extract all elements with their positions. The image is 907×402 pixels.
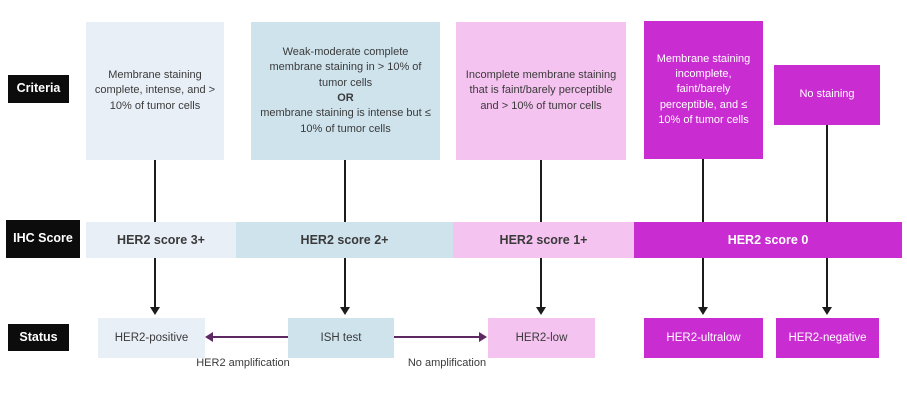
criteria-row-label: Criteria	[8, 75, 69, 103]
ish-right-arrow-head-icon	[479, 332, 487, 342]
criteria-box-score2-text-bottom: membrane staining is intense but ≤ 10% o…	[260, 107, 431, 135]
status-box-her2-low: HER2-low	[488, 318, 595, 358]
ihc-band-score2: HER2 score 2+	[236, 222, 453, 258]
status-row-label: Status	[8, 324, 69, 351]
arrow-head-score1-icon	[536, 307, 546, 315]
edge-label-her2-amplification: HER2 amplification	[196, 357, 290, 369]
arrow-head-ultralow-icon	[698, 307, 708, 315]
criteria-box-score3-text: Membrane staining complete, intense, and…	[94, 68, 216, 112]
ish-left-arrow-head-icon	[205, 332, 213, 342]
criteria-box-ultralow-text: Membrane staining incomplete, faint/bare…	[656, 52, 751, 127]
status-box-her2-positive: HER2-positive	[98, 318, 205, 358]
criteria-box-score1: Incomplete membrane staining that is fai…	[456, 22, 626, 160]
ihc-band-score1: HER2 score 1+	[453, 222, 634, 258]
criteria-box-score3: Membrane staining complete, intense, and…	[86, 22, 224, 160]
ihc-band-score3: HER2 score 3+	[86, 222, 236, 258]
arrow-head-score3-icon	[150, 307, 160, 315]
status-box-her2-negative: HER2-negative	[776, 318, 879, 358]
ish-left-arrow-line	[211, 336, 288, 338]
criteria-box-no-staining: No staining	[774, 65, 880, 125]
ihc-band-score0: HER2 score 0	[634, 222, 902, 258]
arrow-head-negative-icon	[822, 307, 832, 315]
criteria-box-ultralow: Membrane staining incomplete, faint/bare…	[644, 21, 763, 159]
ish-right-arrow-line	[394, 336, 480, 338]
status-box-ish-test: ISH test	[288, 318, 394, 358]
edge-label-no-amplification: No amplification	[407, 357, 487, 369]
criteria-box-no-staining-text: No staining	[799, 88, 855, 101]
criteria-box-score2: Weak-moderate complete membrane staining…	[251, 22, 440, 160]
status-box-her2-ultralow: HER2-ultralow	[644, 318, 763, 358]
criteria-box-score2-text-top: Weak-moderate complete membrane staining…	[269, 45, 422, 89]
arrow-line-negative	[826, 125, 828, 308]
criteria-box-score1-text: Incomplete membrane staining that is fai…	[465, 68, 617, 112]
arrow-head-score2-icon	[340, 307, 350, 315]
criteria-box-score2-or: OR	[337, 92, 354, 104]
ihc-score-row-label: IHC Score	[6, 220, 80, 258]
